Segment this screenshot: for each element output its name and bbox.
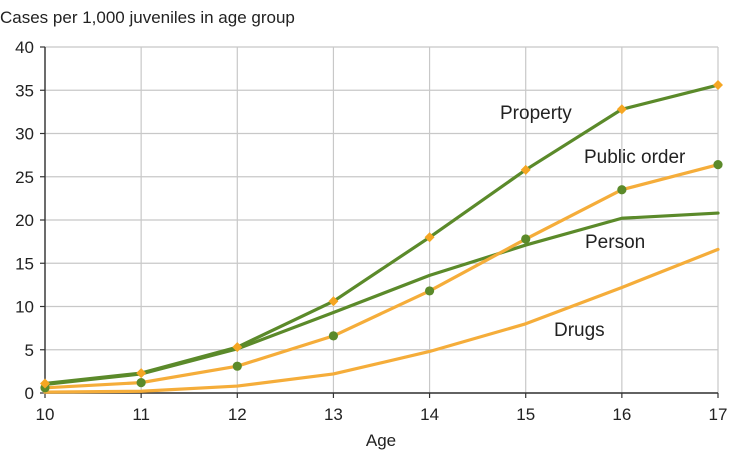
x-tick-label: 10 xyxy=(36,405,55,424)
x-tick-label: 17 xyxy=(709,405,728,424)
y-tick-label: 25 xyxy=(15,168,34,187)
x-axis-title: Age xyxy=(366,431,396,450)
series-label-drugs: Drugs xyxy=(554,320,605,341)
data-point-property xyxy=(136,368,147,379)
data-point-public-order xyxy=(713,160,723,170)
x-tick-label: 12 xyxy=(228,405,247,424)
x-tick-label: 11 xyxy=(132,405,150,424)
series-line-property xyxy=(43,83,720,386)
data-point-public-order xyxy=(521,234,531,244)
y-tick-label: 0 xyxy=(25,384,34,403)
series-group xyxy=(40,80,723,394)
series-line-drugs xyxy=(43,247,720,394)
x-tick-label: 16 xyxy=(612,405,631,424)
y-tick-label: 40 xyxy=(15,38,34,57)
series-labels: Property Public order Person Drugs xyxy=(500,103,686,341)
y-tick-label: 10 xyxy=(15,298,34,317)
data-point-property xyxy=(40,378,50,389)
data-point-property xyxy=(328,296,339,307)
data-point-public-order xyxy=(232,361,242,371)
y-tick-label: 30 xyxy=(15,125,34,144)
y-axis-title: Cases per 1,000 juveniles in age group xyxy=(0,8,295,27)
y-tick-label: 20 xyxy=(15,211,34,230)
data-point-property xyxy=(424,232,435,243)
y-tick-label: 15 xyxy=(15,254,34,273)
series-line-public-order xyxy=(43,163,720,390)
data-point-property xyxy=(713,80,723,91)
y-tick-label: 35 xyxy=(15,81,34,100)
x-tick-label: 15 xyxy=(516,405,535,424)
data-point-public-order xyxy=(136,378,146,388)
data-point-public-order xyxy=(424,286,435,296)
y-tick-label: 5 xyxy=(25,341,34,360)
data-point-property xyxy=(616,104,627,115)
series-label-property: Property xyxy=(500,103,572,124)
x-tick-label: 14 xyxy=(420,405,439,424)
data-point-property xyxy=(520,164,531,175)
data-point-property xyxy=(232,342,243,353)
data-point-public-order xyxy=(328,331,339,341)
y-tick-labels: 0 5 10 15 20 25 30 35 40 xyxy=(15,38,34,403)
series-label-public-order: Public order xyxy=(584,147,686,168)
axes xyxy=(40,46,719,398)
series-label-person: Person xyxy=(585,232,645,253)
x-tick-labels: 10 11 12 13 14 15 16 17 xyxy=(36,405,728,424)
data-point-public-order xyxy=(617,185,627,195)
x-tick-label: 13 xyxy=(324,405,343,424)
